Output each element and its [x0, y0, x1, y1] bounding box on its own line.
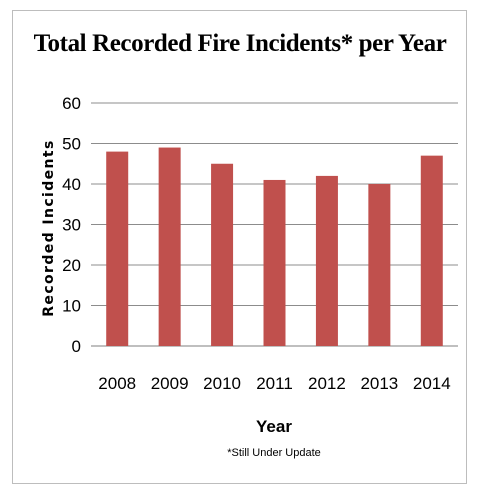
- y-tick-label: 0: [72, 337, 81, 356]
- x-axis-label: Year: [256, 417, 292, 436]
- bar-2010: [211, 163, 234, 346]
- x-tick-label: 2008: [98, 374, 136, 393]
- y-tick-labels: 0 10 20 30 40 50 60: [62, 94, 81, 356]
- footnote: *Still Under Update: [227, 447, 321, 459]
- y-axis-label: Recorded Incidents: [41, 139, 57, 317]
- x-tick-label: 2012: [308, 374, 346, 393]
- bars: [106, 147, 443, 346]
- bar-2013: [368, 184, 391, 346]
- y-tick-label: 20: [62, 256, 81, 275]
- x-tick-label: 2013: [360, 374, 398, 393]
- chart-title: Total Recorded Fire Incidents* per Year: [33, 30, 447, 57]
- bar-2011: [263, 179, 286, 346]
- y-tick-label: 40: [62, 175, 81, 194]
- x-tick-label: 2014: [413, 374, 451, 393]
- y-tick-label: 10: [62, 297, 81, 316]
- bar-2009: [158, 147, 181, 346]
- x-tick-label: 2010: [203, 374, 241, 393]
- x-tick-label: 2009: [151, 374, 189, 393]
- bar-2014: [420, 155, 443, 346]
- x-tick-label: 2011: [256, 374, 293, 393]
- chart-frame: [12, 10, 467, 484]
- bar-2012: [315, 175, 338, 346]
- bar-2008: [106, 151, 129, 346]
- x-tick-labels: 2008 2009 2010 2011 2012 2013 2014: [98, 374, 450, 393]
- y-tick-label: 50: [62, 135, 81, 154]
- y-tick-label: 30: [62, 216, 81, 235]
- y-tick-label: 60: [62, 94, 81, 113]
